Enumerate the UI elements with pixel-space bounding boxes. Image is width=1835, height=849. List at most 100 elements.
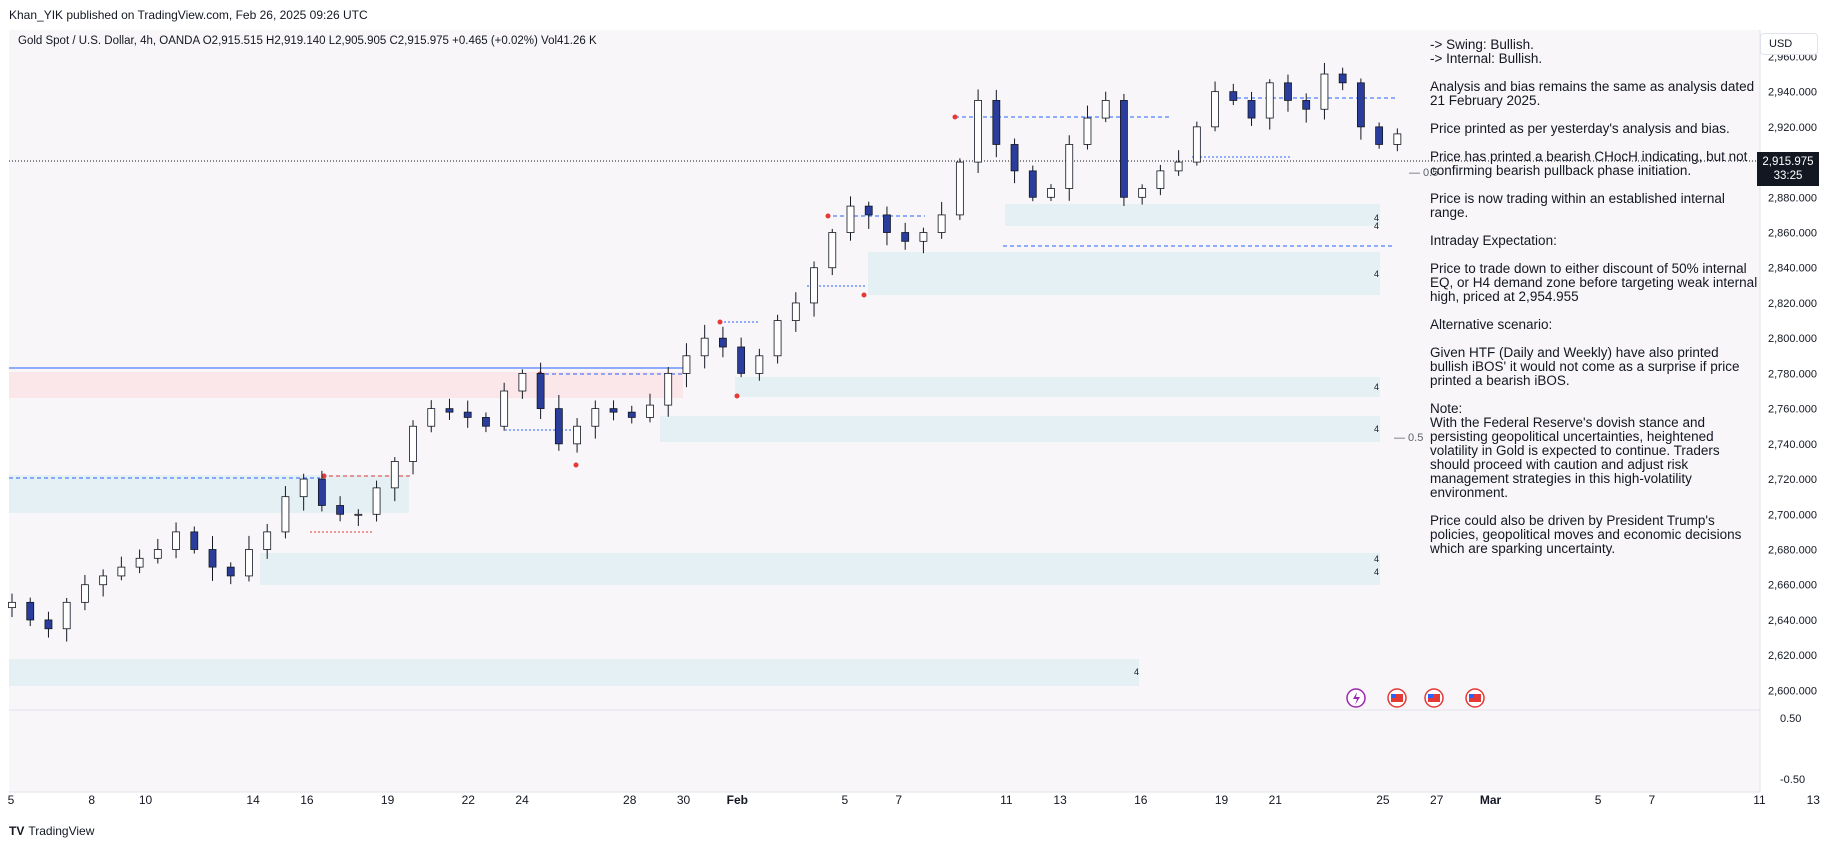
price-tick-label: 2,840.000 (1768, 263, 1817, 275)
time-tick-label: 5 (842, 793, 849, 807)
time-tick-label: 25 (1376, 793, 1390, 807)
price-tick-label: 2,680.000 (1768, 545, 1817, 557)
candle (810, 261, 818, 317)
candle (1375, 122, 1384, 149)
price-tick-label: 2,660.000 (1768, 580, 1817, 592)
high-value: H2,919.140 (266, 35, 326, 47)
zone-label: 4 (1374, 382, 1379, 392)
change-value: +0.465 (+0.02%) (452, 35, 538, 47)
price-tick-label: 2,920.000 (1768, 122, 1817, 134)
candle (1320, 62, 1329, 120)
time-tick-label: 8 (88, 793, 95, 807)
us-flag-icon[interactable] (1465, 688, 1485, 708)
candle (1229, 83, 1238, 106)
note-paragraph: -> Swing: Bullish. -> Internal: Bullish. (1430, 37, 1543, 66)
swing-low-marker (861, 292, 867, 298)
time-tick-label: 28 (623, 793, 637, 807)
time-tick-label: 14 (246, 793, 260, 807)
swing-high-marker (952, 114, 958, 120)
price-axis: 2,600.000 2,620.000 2,640.000 2,660.000 2,68… (1768, 51, 1817, 786)
time-tick-label: 13 (1053, 793, 1067, 807)
candle (463, 400, 472, 428)
note-paragraph: Given HTF (Daily and Weekly) have also p… (1430, 345, 1740, 388)
candle (336, 496, 345, 522)
zone-label: 4 (1374, 424, 1379, 434)
equilibrium-label: — 0.5 (1394, 432, 1423, 444)
price-tick-label: 2,720.000 (1768, 474, 1817, 486)
zones (9, 204, 1380, 686)
candle (299, 473, 308, 511)
candle (1101, 91, 1110, 123)
note-paragraph: Analysis and bias remains the same as an… (1430, 79, 1755, 108)
candle (1138, 184, 1147, 205)
candle (226, 562, 235, 585)
time-axis: 5 8 10 14 16 19 22 24 28 30 Feb 5 7 11 13 16 19 21 25 27 Mar… (8, 793, 1821, 807)
candle (172, 522, 180, 559)
note-paragraph: Intraday Expectation: (1430, 233, 1557, 248)
candle (390, 457, 399, 502)
symbol-name[interactable]: Gold Spot / U.S. Dollar, 4h, OANDA (18, 35, 200, 47)
price-tick-label: 2,820.000 (1768, 298, 1817, 310)
structure-lines (9, 97, 1760, 533)
note-paragraph: Price is now trading within an establish… (1430, 191, 1725, 220)
swing-high-marker (321, 473, 327, 479)
currency-button[interactable]: USD (1760, 33, 1818, 55)
time-tick-label: 30 (677, 793, 691, 807)
bolt-icon[interactable] (1346, 688, 1366, 708)
candle (190, 526, 199, 554)
candle (737, 337, 746, 378)
time-tick-label: 13 (1807, 793, 1821, 807)
tradingview-logo-icon: TV (9, 824, 25, 838)
candle (846, 196, 855, 241)
time-tick-label: 7 (1649, 793, 1656, 807)
note-paragraph: Note: With the Federal Reserve's dovish … (1430, 401, 1720, 500)
candle (627, 405, 636, 424)
candle (937, 201, 946, 239)
candle (1284, 74, 1292, 112)
footer: TV TradingView (9, 824, 94, 838)
candle (1156, 164, 1165, 196)
candle (99, 569, 108, 597)
candle (1028, 165, 1037, 202)
price-tick-label: 2,800.000 (1768, 333, 1817, 345)
demand-zone (9, 659, 1139, 686)
candle (409, 420, 417, 475)
volume-value: Vol41.26 K (541, 35, 597, 47)
time-tick-label: 16 (300, 793, 314, 807)
price-tick-label: 2,880.000 (1768, 192, 1817, 204)
price-tick-label: 2,600.000 (1768, 685, 1817, 697)
candle (791, 292, 800, 332)
candle (518, 369, 527, 399)
candle (1393, 128, 1402, 152)
candle (263, 523, 272, 559)
candle (864, 201, 873, 229)
candle (1174, 150, 1183, 176)
candle (1083, 105, 1092, 150)
swing-low-marker (573, 462, 579, 468)
candle (664, 367, 673, 417)
time-tick-label: 7 (895, 793, 902, 807)
indicator-tick-label: -0.50 (1780, 774, 1805, 786)
time-tick-label: 16 (1134, 793, 1148, 807)
time-tick-label: 27 (1430, 793, 1444, 807)
zone-label: 4 (1134, 667, 1139, 677)
candle (992, 89, 1001, 158)
candle (919, 227, 928, 254)
symbol-legend: Gold Spot / U.S. Dollar, 4h, OANDA O2,91… (18, 35, 597, 47)
us-flag-icon[interactable] (1424, 688, 1444, 708)
candle (500, 382, 509, 431)
price-tick-label: 2,940.000 (1768, 87, 1817, 99)
candle (901, 222, 910, 250)
time-tick-label: 21 (1269, 793, 1283, 807)
time-tick-label: 5 (1595, 793, 1602, 807)
time-tick-label: 10 (139, 793, 153, 807)
candle (44, 611, 53, 638)
price-tick-label: 2,760.000 (1768, 404, 1817, 416)
candle (573, 418, 581, 453)
top-bar: Khan_YIK published on TradingView.com, F… (0, 0, 1835, 30)
candle (554, 395, 563, 451)
candle (646, 393, 654, 423)
us-flag-icon[interactable] (1387, 688, 1407, 708)
